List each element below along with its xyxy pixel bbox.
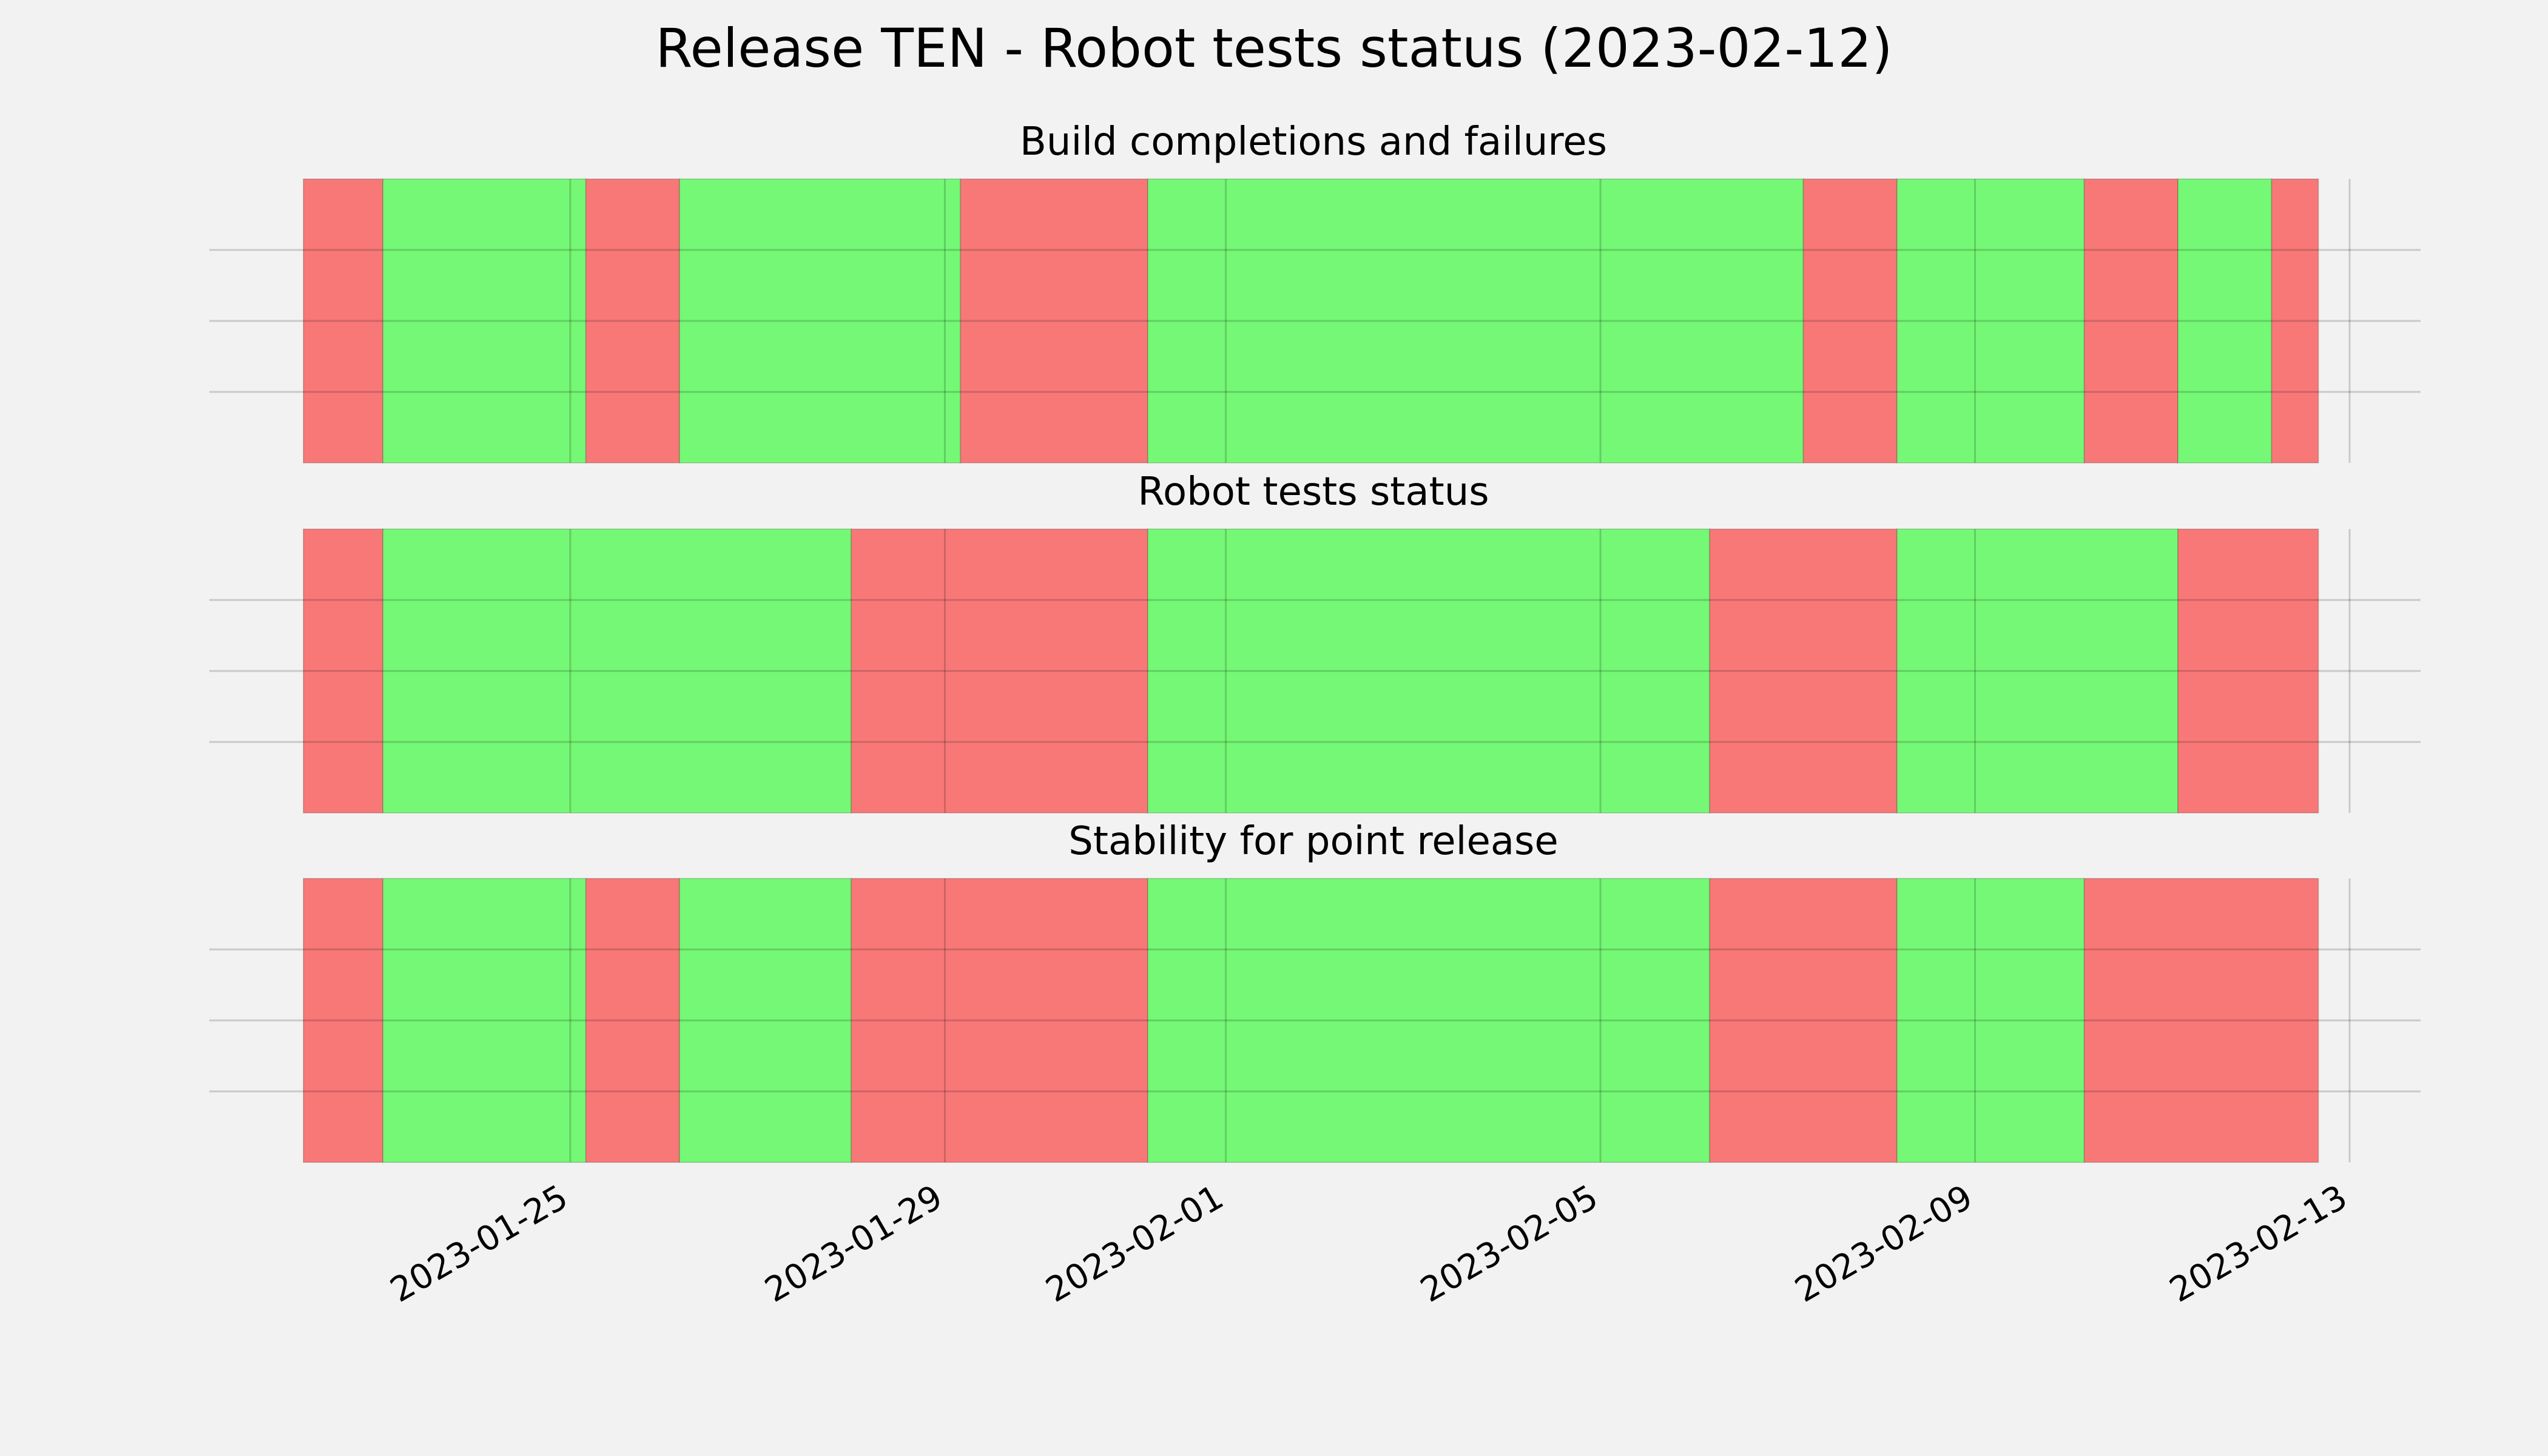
segment-success bbox=[1147, 528, 1711, 814]
segment-failure bbox=[585, 178, 681, 463]
panel-3: Stability for point release bbox=[209, 819, 2421, 1163]
segment-success bbox=[2177, 178, 2273, 463]
segment-failure bbox=[585, 878, 681, 1163]
panel-title: Robot tests status bbox=[1138, 470, 1489, 514]
panels-group: Build completions and failures Robot test… bbox=[209, 120, 2421, 1163]
segment-success bbox=[679, 878, 852, 1163]
segment-success bbox=[382, 528, 852, 814]
panel-1: Build completions and failures bbox=[209, 120, 2421, 463]
segment-success bbox=[1147, 178, 1804, 463]
segment-success bbox=[679, 178, 962, 463]
panel-2: Robot tests status bbox=[209, 470, 2421, 814]
segment-failure bbox=[303, 528, 384, 814]
segment-failure bbox=[960, 178, 1148, 463]
segment-failure bbox=[2083, 878, 2319, 1163]
segment-failure bbox=[2083, 178, 2179, 463]
panel-title: Stability for point release bbox=[1068, 819, 1559, 864]
panel-title: Build completions and failures bbox=[1020, 120, 1607, 164]
segment-success bbox=[1896, 878, 2085, 1163]
chart-title: Release TEN - Robot tests status (2023-0… bbox=[655, 17, 1892, 79]
segment-failure bbox=[2177, 528, 2319, 814]
segment-success bbox=[1896, 178, 2085, 463]
segment-success bbox=[1147, 878, 1711, 1163]
segment-failure bbox=[851, 528, 1148, 814]
segment-failure bbox=[303, 878, 384, 1163]
segment-failure bbox=[303, 178, 384, 463]
segment-failure bbox=[2271, 178, 2319, 463]
segment-success bbox=[1896, 528, 2179, 814]
segment-failure bbox=[1709, 878, 1898, 1163]
segment-failure bbox=[851, 878, 1148, 1163]
segment-failure bbox=[1802, 178, 1898, 463]
segment-failure bbox=[1709, 528, 1898, 814]
segment-success bbox=[382, 878, 587, 1163]
